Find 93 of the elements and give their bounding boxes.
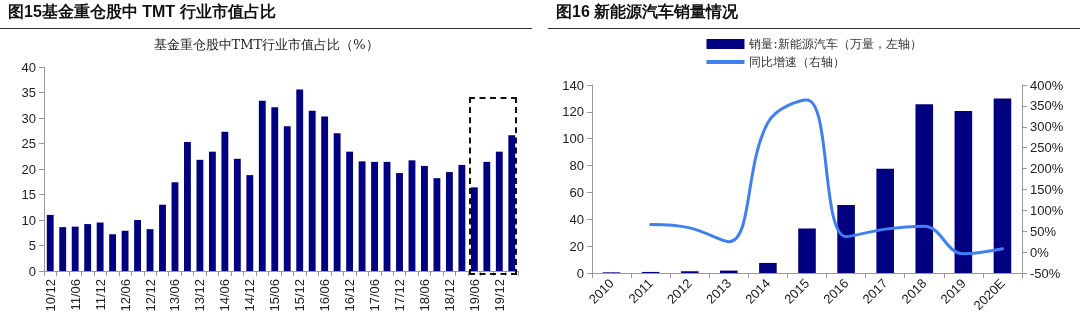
y2-tick-label: 350% — [1030, 98, 1064, 114]
bar — [483, 161, 491, 271]
bar — [445, 172, 453, 271]
bar — [233, 158, 241, 271]
x-tick-label: 17/06 — [367, 279, 383, 312]
y2-tick-label: 150% — [1030, 181, 1064, 197]
bar — [346, 151, 354, 271]
bar — [71, 226, 79, 271]
y-tick-label: 10 — [21, 212, 36, 228]
x-tick-label: 11/12 — [92, 279, 108, 311]
bar — [258, 100, 266, 271]
x-tick-label: 13/06 — [167, 279, 183, 312]
x-tick-label: 10/12 — [42, 279, 58, 312]
bar — [221, 131, 229, 271]
y-tick-label: 100 — [562, 131, 584, 147]
bar — [308, 110, 316, 271]
bar — [759, 262, 777, 273]
x-tick-label: 11/06 — [67, 279, 83, 311]
chart-title: 图15基金重仓股中 TMT 行业市值占比 — [0, 0, 532, 29]
bar — [84, 224, 92, 271]
y2-tick-label: 400% — [1030, 77, 1064, 93]
legend-label: 销量:新能源汽车（万量，左轴） — [748, 37, 922, 51]
bar — [798, 228, 816, 273]
y-tick-label: 0 — [576, 265, 584, 281]
x-tick-label: 13/12 — [192, 279, 208, 312]
y-tick-label: 120 — [562, 104, 584, 120]
bar — [321, 116, 329, 271]
y2-tick-label: -50% — [1030, 265, 1061, 281]
y-tick-label: 0 — [28, 263, 36, 279]
bar — [495, 151, 503, 271]
legend-label: 同比增速（右轴） — [749, 55, 846, 69]
bar — [993, 98, 1012, 273]
y-tick-label: 40 — [569, 211, 584, 227]
y-tick-label: 60 — [569, 184, 584, 200]
bar — [184, 141, 191, 271]
x-tick-label: 18/06 — [416, 279, 432, 312]
bar — [396, 173, 403, 271]
x-tick-label: 15/12 — [292, 279, 308, 312]
y2-tick-label: 300% — [1030, 119, 1064, 135]
y-tick-label: 30 — [21, 110, 36, 126]
x-tick-label: 16/12 — [342, 279, 358, 312]
bar — [433, 178, 441, 271]
line-series — [649, 98, 1004, 256]
bar — [333, 133, 341, 271]
bar — [371, 161, 378, 271]
y2-tick-label: 200% — [1030, 161, 1064, 177]
bar — [46, 214, 54, 271]
y-tick-label: 25 — [21, 136, 36, 151]
x-tick-label: 15/06 — [267, 279, 283, 312]
bar — [208, 151, 216, 271]
x-tick-label: 14/12 — [242, 279, 258, 312]
bar — [121, 230, 129, 271]
bar — [458, 164, 466, 271]
bar — [421, 165, 428, 271]
y-tick-label: 5 — [28, 238, 36, 253]
y-tick-label: 35 — [21, 85, 36, 100]
x-tick-label: 12/12 — [142, 279, 158, 312]
bar — [915, 104, 934, 273]
bar — [96, 222, 104, 271]
y-tick-label: 140 — [562, 77, 584, 93]
y2-tick-label: 0% — [1030, 244, 1050, 260]
x-tick-label: 12/06 — [117, 279, 133, 312]
bar — [271, 107, 279, 271]
bar — [134, 220, 141, 271]
y2-tick-label: 250% — [1030, 140, 1064, 156]
chart-title: 图16 新能源汽车销量情况 — [548, 0, 1080, 29]
bar — [470, 187, 478, 271]
bar — [109, 234, 117, 271]
x-tick-label: 19/12 — [491, 279, 507, 312]
y2-tick-label: 50% — [1030, 223, 1057, 239]
chart-subtitle: 基金重仓股中TMT行业市值占比（%） — [153, 37, 379, 52]
bar — [954, 111, 973, 273]
y2-tick-label: 100% — [1030, 202, 1064, 218]
bar — [837, 204, 855, 273]
y-tick-label: 20 — [569, 238, 584, 254]
x-tick-label: 19/06 — [466, 279, 482, 312]
bar — [159, 204, 166, 271]
y-tick-label: 15 — [21, 187, 36, 202]
y-tick-label: 40 — [21, 59, 36, 75]
bar — [283, 126, 291, 271]
y-tick-label: 20 — [21, 161, 36, 177]
bar — [508, 135, 516, 271]
x-tick-label: 18/12 — [441, 279, 457, 312]
bar — [296, 89, 304, 271]
bar — [246, 175, 254, 271]
bar — [876, 168, 894, 273]
bar — [358, 161, 366, 271]
bar — [59, 227, 67, 271]
x-tick-label: 16/06 — [317, 279, 333, 312]
x-tick-label: 14/06 — [217, 279, 233, 312]
bar — [196, 159, 204, 271]
y-tick-label: 80 — [569, 158, 584, 174]
x-tick-label: 17/12 — [392, 279, 407, 312]
